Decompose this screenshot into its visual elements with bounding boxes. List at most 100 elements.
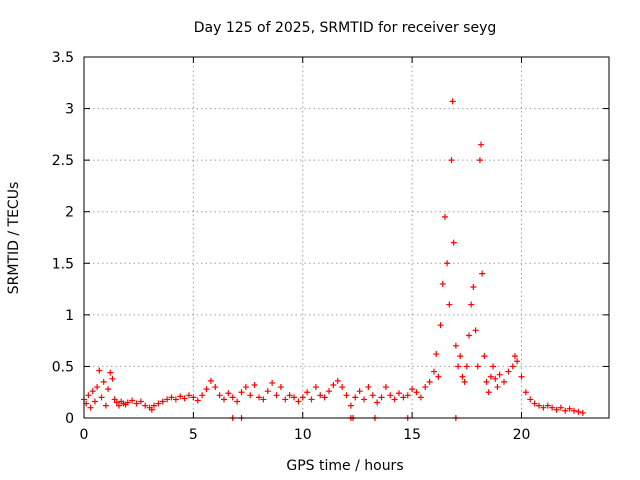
- data-point: [361, 396, 367, 403]
- data-point: [317, 392, 324, 399]
- data-point: [478, 141, 485, 148]
- data-point: [347, 402, 354, 409]
- data-point: [374, 399, 381, 406]
- x-tick-label: 5: [189, 427, 198, 443]
- data-point: [89, 388, 96, 395]
- chart-title: Day 125 of 2025, SRMTID for receiver sey…: [194, 20, 497, 36]
- data-point: [426, 378, 433, 385]
- data-point: [382, 384, 389, 391]
- data-point: [159, 398, 166, 405]
- data-point: [575, 408, 582, 415]
- data-point: [431, 368, 437, 375]
- data-point: [100, 378, 107, 385]
- data-point: [417, 394, 424, 401]
- data-point: [562, 407, 569, 414]
- y-tick-label: 2.5: [52, 153, 74, 169]
- data-point: [514, 358, 521, 365]
- data-point: [291, 394, 297, 401]
- data-point: [466, 332, 472, 339]
- data-point: [264, 388, 271, 395]
- x-tick-label: 15: [403, 427, 421, 443]
- data-point: [449, 98, 456, 105]
- data-point: [479, 270, 486, 277]
- data-point: [472, 327, 479, 334]
- data-point: [444, 260, 451, 267]
- data-point: [225, 390, 232, 397]
- data-point: [148, 406, 155, 413]
- data-point: [437, 322, 444, 329]
- data-point: [277, 384, 284, 391]
- data-point: [492, 375, 499, 382]
- data-points: [81, 98, 586, 421]
- data-point: [212, 384, 219, 391]
- tick-labels: 0 5 10 15 20 0 0.5 1 1.5 2 2.5 3 3.5: [52, 50, 531, 443]
- data-point: [273, 392, 280, 399]
- data-point: [476, 157, 483, 164]
- y-axis-label: SRMTID / TECUs: [6, 182, 22, 295]
- data-point: [365, 384, 372, 391]
- data-point: [260, 396, 267, 403]
- data-point: [490, 363, 497, 370]
- data-point: [190, 394, 197, 401]
- data-point: [391, 396, 398, 403]
- data-point: [321, 394, 328, 401]
- data-point: [308, 396, 315, 403]
- data-point: [496, 371, 503, 378]
- data-point: [203, 386, 210, 393]
- data-point: [334, 377, 341, 384]
- data-point: [400, 394, 407, 401]
- data-point: [369, 392, 376, 399]
- data-point: [234, 398, 241, 405]
- data-point: [549, 404, 556, 411]
- data-point: [155, 400, 162, 407]
- data-point: [94, 384, 101, 391]
- data-point: [129, 397, 136, 404]
- x-tick-label: 20: [513, 427, 531, 443]
- data-point: [571, 407, 577, 414]
- plot-frame: [83, 56, 610, 419]
- data-point: [96, 367, 103, 374]
- data-point: [207, 377, 214, 384]
- data-point: [85, 392, 92, 399]
- data-point: [242, 384, 249, 391]
- data-point: [98, 394, 105, 401]
- data-point: [238, 389, 245, 396]
- data-point: [470, 284, 477, 291]
- data-point: [557, 404, 564, 411]
- x-tick-label: 0: [80, 427, 89, 443]
- data-point: [483, 378, 490, 385]
- data-point: [286, 392, 293, 399]
- y-tick-label: 3: [65, 102, 74, 118]
- data-point: [433, 351, 440, 358]
- data-point: [339, 384, 346, 391]
- data-point: [468, 301, 475, 308]
- data-point: [124, 399, 131, 406]
- data-point: [536, 402, 542, 409]
- data-point: [299, 394, 306, 401]
- data-point: [343, 392, 350, 399]
- data-point: [409, 386, 416, 393]
- data-point: [553, 406, 560, 413]
- data-point: [505, 368, 512, 375]
- data-point: [396, 390, 402, 397]
- data-point: [194, 397, 201, 404]
- data-point: [168, 394, 175, 401]
- y-tick-label: 0.5: [52, 359, 74, 375]
- data-point: [518, 373, 525, 380]
- data-point: [111, 396, 118, 403]
- data-point: [511, 353, 518, 360]
- data-point: [312, 384, 319, 391]
- data-point: [326, 388, 332, 395]
- data-point: [91, 398, 98, 405]
- data-point: [457, 353, 464, 360]
- data-point: [566, 405, 573, 412]
- y-tick-label: 1: [65, 308, 74, 324]
- data-point: [452, 342, 459, 349]
- data-point: [216, 392, 223, 399]
- data-point: [295, 398, 302, 405]
- data-point: [544, 402, 551, 409]
- data-point: [448, 157, 455, 164]
- axis-ticks: [83, 56, 609, 419]
- data-point: [487, 373, 494, 380]
